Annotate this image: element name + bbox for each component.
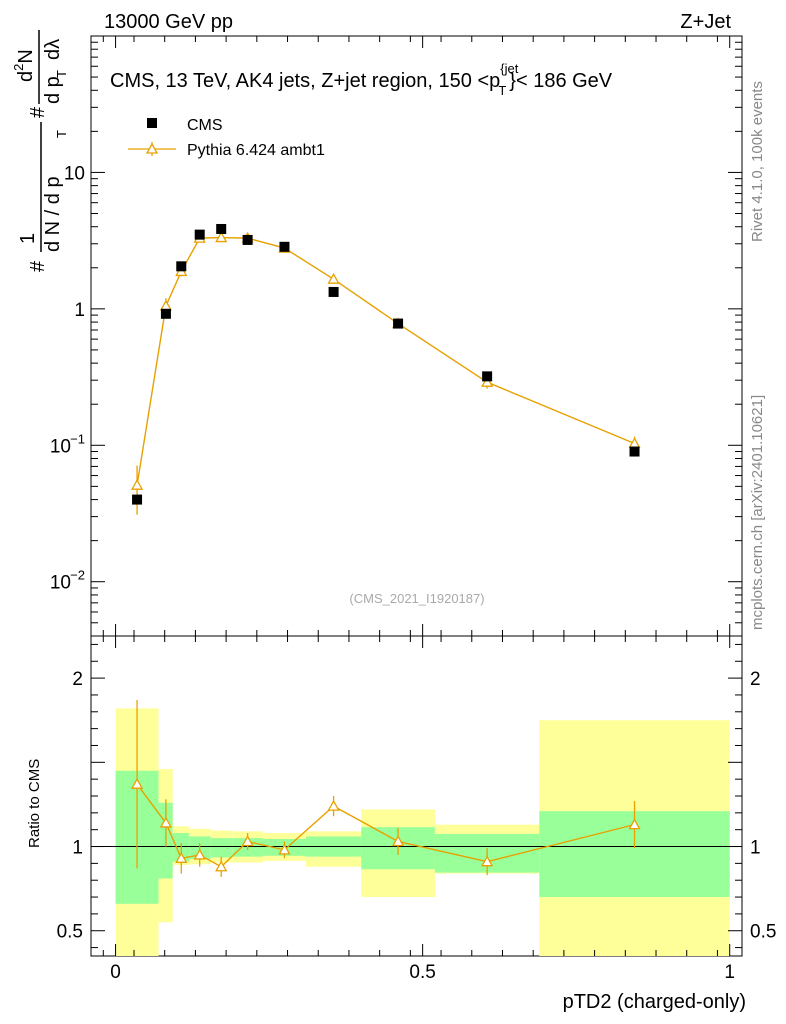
header-left: 13000 GeV pp xyxy=(104,11,233,33)
ratio-y-tick-label-1: 1 xyxy=(72,838,83,859)
mc-line xyxy=(136,236,635,486)
ratio-mc-point xyxy=(628,818,641,830)
y-tick-label-exp-1: −1 xyxy=(70,431,85,446)
ratio-mc-point xyxy=(481,855,494,867)
ratio-mc-point xyxy=(193,848,206,860)
chart-title-sub: T xyxy=(498,83,506,98)
ratio-y-tick-label-2: 2 xyxy=(72,669,83,690)
ylabel-hash2: # xyxy=(27,106,49,118)
data-point xyxy=(279,241,290,252)
ratio-y-tick-label-right-2: 2 xyxy=(750,669,761,690)
data-point xyxy=(160,308,171,319)
mc-point xyxy=(481,375,494,387)
y-tick-label-exp-0: −2 xyxy=(70,568,85,583)
ratio-mc-point xyxy=(175,851,188,863)
ratio-mc-point xyxy=(215,860,228,872)
side-label-rivet: Rivet 4.1.0, 100k events xyxy=(749,81,766,242)
analysis-annotation: (CMS_2021_I1920187) xyxy=(349,591,484,606)
x-tick-label-2: 1 xyxy=(724,962,735,983)
legend-pythia-label: Pythia 6.424 ambt1 xyxy=(187,142,325,159)
ratio-y-tick-label-right-0: 0.5 xyxy=(750,922,776,943)
ratio-y-tick-label-right-1: 1 xyxy=(750,838,761,859)
data-point xyxy=(194,229,205,240)
data-point xyxy=(242,234,253,245)
band-inner-4 xyxy=(210,838,233,858)
ylabel-dn: d N / d p xyxy=(42,176,64,252)
legend: CMS Pythia 6.424 ambt1 xyxy=(128,117,325,159)
legend-cms-marker xyxy=(147,118,157,128)
ratio-mc-point xyxy=(159,816,173,828)
ylabel-t1: T xyxy=(54,130,69,138)
ylabel-hash1: # xyxy=(27,260,49,272)
data-point xyxy=(328,286,339,297)
data-point xyxy=(482,371,493,382)
legend-pythia-marker xyxy=(145,142,159,154)
ylabel-d2n: d2N xyxy=(11,49,37,82)
data-point xyxy=(176,261,187,272)
y-axis-label: # 1 d N / d p T # d2N d p T dλ xyxy=(11,30,69,272)
data-point xyxy=(216,223,227,234)
mc-point xyxy=(215,231,228,243)
ylabel-dlambda: dλ xyxy=(42,39,64,60)
svg-text:#: # xyxy=(27,260,49,272)
ratio-mc-point xyxy=(327,799,340,811)
header-right: Z+Jet xyxy=(680,11,731,33)
mc-point xyxy=(130,478,144,490)
mc-point xyxy=(628,437,641,449)
y-tick-label-2: 1 xyxy=(74,300,85,321)
chart-title-sup: {jet xyxy=(500,61,518,76)
ylabel-t2: T xyxy=(54,70,69,78)
x-tick-label-0: 0 xyxy=(110,962,121,983)
y-tick-label-base-0: 10 xyxy=(50,573,71,594)
x-axis-label: pTD2 (charged-only) xyxy=(563,991,746,1013)
ratio-mc-point xyxy=(391,835,405,847)
y-tick-label-base-1: 10 xyxy=(50,436,71,457)
data-point xyxy=(132,494,143,505)
x-tick-label-1: 0.5 xyxy=(409,962,435,983)
ratio-mc-point xyxy=(278,843,291,855)
mc-point xyxy=(327,272,340,284)
ratio-y-axis-label: Ratio to CMS xyxy=(26,759,43,848)
chart-title-main: CMS, 13 TeV, AK4 jets, Z+jet region, 150… xyxy=(110,70,500,92)
data-point xyxy=(629,446,640,457)
side-label-mcplots: mcplots.cern.ch [arXiv:2401.10621] xyxy=(749,395,766,630)
chart-title-tail: }< 186 GeV xyxy=(509,70,613,92)
ratio-y-tick-label-0: 0.5 xyxy=(57,922,83,943)
chart-title: CMS, 13 TeV, AK4 jets, Z+jet region, 150… xyxy=(110,61,613,98)
y-tick-label-3: 10 xyxy=(64,163,85,184)
legend-cms-label: CMS xyxy=(187,117,223,134)
ylabel-dpt: d p xyxy=(42,76,64,104)
ratio-mc-point xyxy=(130,777,144,789)
ratio-mc-point xyxy=(241,835,254,847)
data-point xyxy=(393,318,404,329)
ylabel-one: 1 xyxy=(17,233,39,244)
mc-point xyxy=(159,299,173,311)
